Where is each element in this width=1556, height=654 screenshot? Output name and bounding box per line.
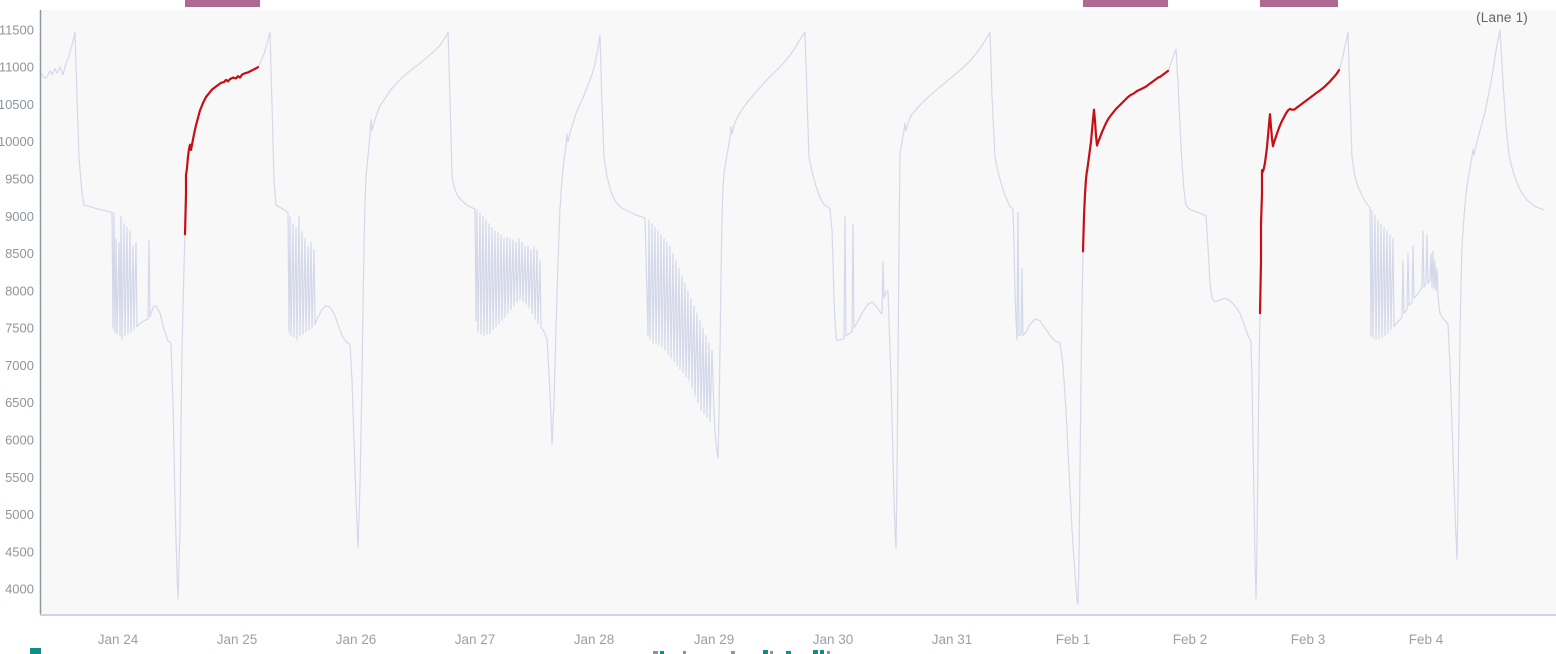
y-tick-label: 9000: [5, 209, 34, 224]
y-tick-label: 4000: [5, 582, 34, 597]
x-tick-label: Feb 2: [1173, 632, 1208, 647]
x-tick-label: Feb 3: [1291, 632, 1326, 647]
y-tick-label: 10500: [0, 97, 34, 112]
y-tick-label: 6000: [5, 432, 34, 447]
x-tick-label: Jan 28: [574, 632, 615, 647]
x-tick-label: Feb 1: [1056, 632, 1091, 647]
y-tick-label: 5000: [5, 507, 34, 522]
highlighted-run-1[interactable]: [183, 66, 260, 236]
x-tick-label: Jan 24: [98, 632, 139, 647]
x-tick-label: Jan 31: [932, 632, 973, 647]
highlighted-run-3[interactable]: [1258, 69, 1341, 315]
clipped-legend-fragment: [820, 650, 824, 654]
clipped-legend-fragment: [30, 648, 41, 654]
x-tick-label: Feb 4: [1409, 632, 1444, 647]
x-tick-label: Jan 27: [455, 632, 496, 647]
clipped-legend-fragment: [653, 651, 658, 654]
y-tick-label: 7000: [5, 358, 34, 373]
clipped-legend-fragment: [827, 651, 830, 654]
clipped-legend-fragment: [763, 650, 768, 654]
plot-background[interactable]: [40, 10, 1556, 614]
clipped-legend-fragment: [770, 651, 773, 654]
x-tick-label: Jan 26: [336, 632, 377, 647]
clipped-legend-fragment: [683, 651, 686, 654]
highlight-marker-bar-1[interactable]: [185, 0, 260, 7]
y-tick-label: 8500: [5, 246, 34, 261]
x-tick-label: Jan 25: [217, 632, 258, 647]
clipped-legend-fragment: [786, 651, 791, 654]
clipped-legend-fragment: [731, 651, 735, 654]
clipped-legend-fragment: [813, 650, 818, 654]
y-tick-label: 10000: [0, 134, 34, 149]
clipped-legend-fragment: [660, 651, 664, 654]
y-tick-label: 11500: [0, 22, 34, 37]
x-tick-label: Jan 30: [813, 632, 854, 647]
y-tick-label: 9500: [5, 172, 34, 187]
highlighted-run-2[interactable]: [1081, 69, 1170, 253]
clipped-legend-strip: [0, 646, 1556, 654]
y-tick-label: 6500: [5, 395, 34, 410]
x-tick-label: Jan 29: [694, 632, 735, 647]
highlight-marker-bar-2[interactable]: [1083, 0, 1168, 7]
y-tick-label: 11000: [0, 60, 34, 75]
y-tick-label: 7500: [5, 321, 34, 336]
y-tick-label: 8000: [5, 283, 34, 298]
y-tick-label: 4500: [5, 544, 34, 559]
y-tick-label: 5500: [5, 470, 34, 485]
lane-annotation: (Lane 1): [1476, 10, 1528, 25]
highlight-marker-bar-3[interactable]: [1260, 0, 1338, 7]
